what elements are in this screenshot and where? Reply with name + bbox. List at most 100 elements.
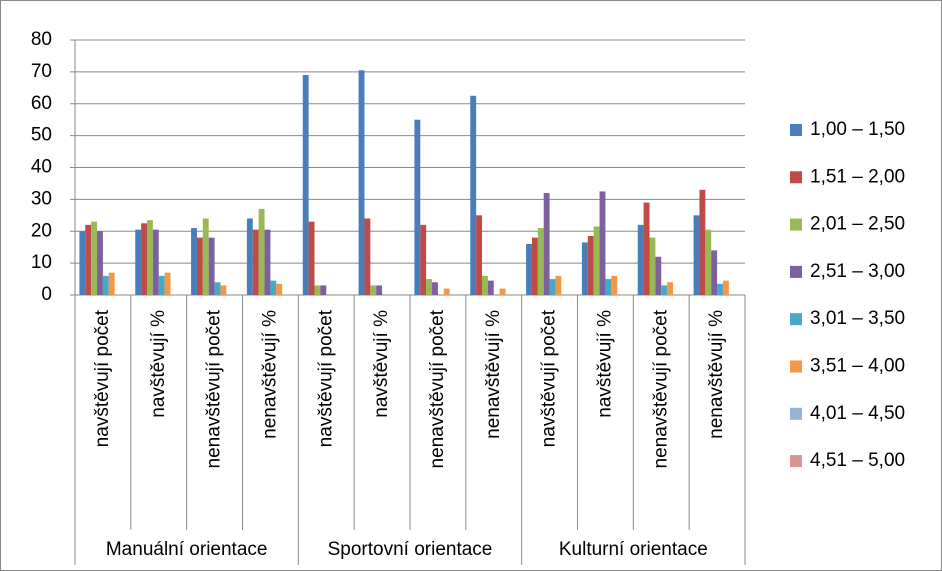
bar [364, 218, 371, 295]
x-tick-label: navštěvují % [594, 310, 615, 418]
bar [643, 202, 650, 295]
bar [481, 275, 488, 295]
bar [655, 256, 662, 295]
bar [79, 231, 86, 295]
x-tick-label: navštěvují % [148, 310, 169, 418]
x-tick-label: navštěvují % [371, 310, 392, 418]
legend-swatch [790, 265, 802, 278]
y-tick-label: 20 [31, 220, 52, 241]
y-tick-label: 50 [31, 125, 52, 146]
bar [587, 236, 594, 295]
legend-label: 1,00 – 1,50 [810, 119, 905, 140]
bar [208, 237, 215, 295]
bar [717, 283, 723, 295]
bar [420, 224, 427, 295]
bar [637, 224, 644, 295]
bar [414, 119, 421, 295]
bar [135, 229, 142, 295]
bar [711, 250, 718, 295]
bar [202, 218, 209, 295]
bar [220, 285, 227, 295]
bar [693, 215, 700, 295]
bar [164, 272, 171, 295]
y-tick-label: 40 [31, 157, 52, 178]
bar [214, 282, 221, 295]
y-tick-label: 60 [31, 93, 52, 114]
legend-label: 1,51 – 2,00 [810, 166, 905, 187]
legend-label: 4,01 – 4,50 [810, 403, 905, 424]
legend-swatch [790, 124, 802, 136]
bar [555, 275, 562, 295]
bar [667, 282, 674, 295]
group-label: Kulturní orientace [559, 539, 708, 560]
legend-label: 3,01 – 3,50 [810, 308, 905, 329]
bar [722, 280, 729, 295]
bar [543, 193, 550, 295]
x-tick-label: nenavštěvují počet [650, 309, 671, 468]
bar [443, 288, 450, 295]
y-tick-label: 70 [31, 61, 52, 82]
bar [426, 279, 433, 295]
bar [376, 285, 383, 295]
bar [531, 237, 538, 295]
x-tick-label: navštěvují počet [539, 309, 560, 447]
bar [258, 208, 265, 295]
bar [196, 237, 203, 295]
bar [370, 285, 377, 295]
bar [549, 279, 556, 295]
x-tick-label: nenavštěvují počet [427, 309, 448, 468]
bar [699, 189, 706, 295]
y-tick-label: 30 [31, 188, 52, 209]
bar [276, 283, 283, 295]
bar [358, 70, 365, 295]
bar [264, 229, 271, 295]
x-tick-label: nenavštěvují % [483, 310, 504, 439]
y-tick-label: 0 [41, 284, 52, 305]
bar [252, 229, 259, 295]
legend-label: 2,51 – 3,00 [810, 261, 905, 282]
bar [191, 228, 197, 295]
bar [158, 275, 165, 295]
legend-swatch [790, 218, 802, 231]
bar [302, 75, 309, 295]
x-tick-label: navštěvují počet [315, 309, 336, 447]
bar [537, 228, 544, 295]
x-tick-label: nenavštěvují % [706, 310, 727, 439]
legend-swatch [790, 360, 802, 373]
legend-swatch [790, 407, 802, 420]
bar [499, 288, 506, 295]
bar [705, 229, 712, 295]
bar [246, 218, 253, 295]
bar [102, 275, 109, 295]
group-label: Sportovní orientace [328, 539, 493, 560]
bar [581, 242, 588, 295]
legend-swatch [790, 313, 802, 326]
bar [432, 282, 438, 295]
bar [649, 237, 656, 295]
bar [593, 226, 600, 295]
bar [605, 279, 612, 295]
bar [661, 285, 668, 295]
bar [487, 280, 494, 295]
bar [611, 275, 618, 295]
bar [599, 191, 606, 295]
y-tick-label: 80 [31, 29, 52, 50]
bar [476, 215, 482, 295]
bar [146, 220, 153, 295]
legend-label: 3,51 – 4,00 [810, 356, 905, 377]
bar [141, 223, 147, 295]
legend-swatch [790, 171, 802, 184]
y-tick-label: 10 [31, 252, 52, 273]
legend-swatch [790, 455, 802, 468]
bar [314, 285, 321, 295]
bar [108, 272, 115, 295]
legend-label: 2,01 – 2,50 [810, 214, 905, 235]
bar [320, 285, 327, 295]
x-tick-label: navštěvují počet [92, 309, 113, 447]
bar [91, 221, 98, 295]
x-tick-label: nenavštěvují % [259, 310, 280, 439]
bar [97, 231, 103, 295]
bar [470, 95, 477, 295]
bar [270, 280, 277, 295]
